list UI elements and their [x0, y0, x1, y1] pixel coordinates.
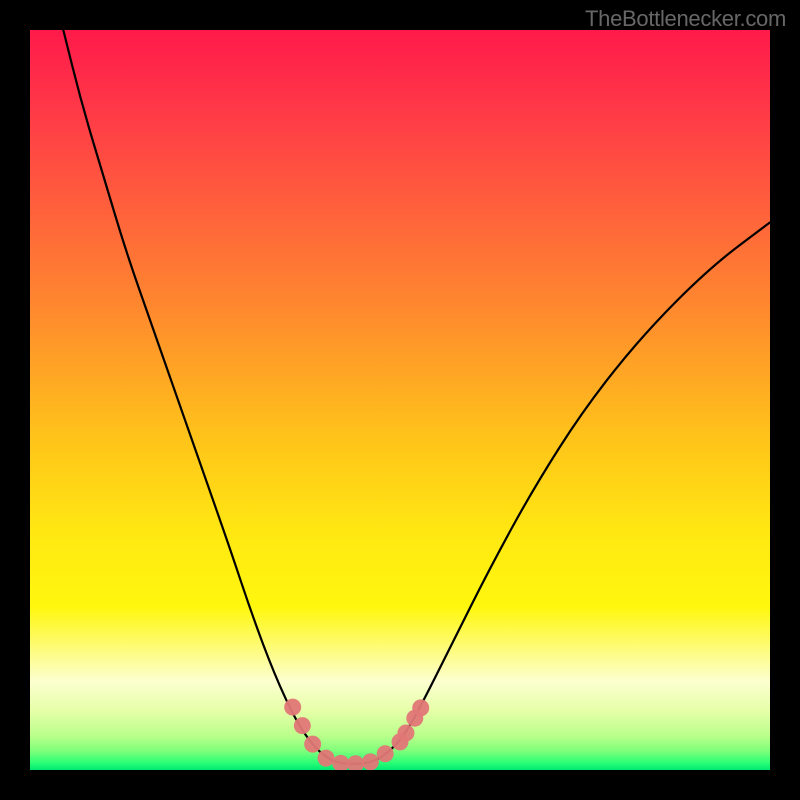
data-marker: [304, 736, 321, 753]
data-marker: [318, 750, 335, 767]
chart-plot-area: [30, 30, 770, 770]
data-marker: [294, 717, 311, 734]
data-marker: [377, 745, 394, 762]
watermark-label: TheBottlenecker.com: [585, 6, 786, 32]
gradient-background: [30, 30, 770, 770]
data-marker: [284, 699, 301, 716]
data-marker: [397, 725, 414, 742]
data-marker: [412, 699, 429, 716]
data-marker: [362, 753, 379, 770]
chart-svg: [30, 30, 770, 770]
